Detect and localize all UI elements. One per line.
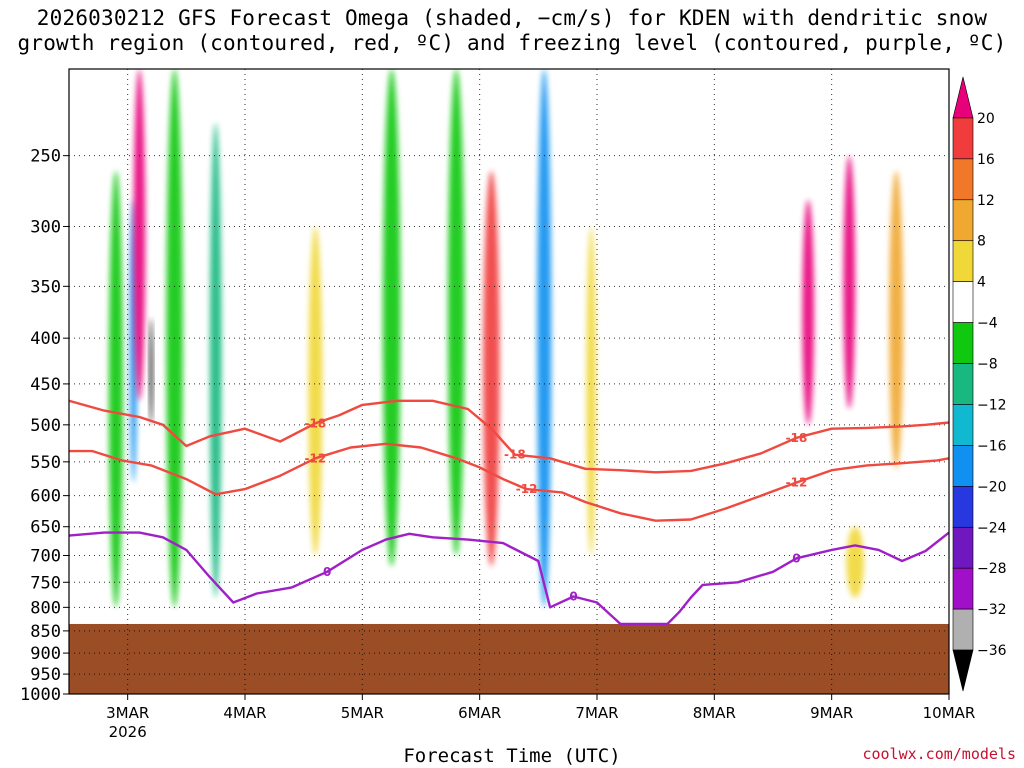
colorbar-label: 8 [977, 234, 986, 250]
omega-cell-11 [586, 226, 596, 556]
colorbar-cap-top [952, 76, 974, 119]
y-tick-label: 550 [30, 453, 61, 473]
colorbar-swatch [952, 567, 974, 610]
colorbar-label: −16 [977, 438, 1007, 454]
terrain-fill [69, 623, 949, 694]
contour-label: -18 [305, 416, 327, 430]
contour-label: -12 [516, 482, 538, 496]
colorbar-label: 20 [977, 111, 995, 127]
y-tick-label: 350 [30, 277, 61, 297]
colorbar-swatch [952, 526, 974, 569]
x-tick-label: 10MAR [923, 704, 976, 722]
y-tick-label: 300 [30, 217, 61, 237]
colorbar: 20 16 12 8 4 −4 −8 −12 −16 −20 −24 −28 −32 −36 [952, 76, 1007, 692]
y-tick-label: 950 [30, 665, 61, 685]
colorbar-swatch [952, 158, 974, 201]
colorbar-label: −24 [977, 520, 1007, 536]
colorbar-swatch [952, 240, 974, 282]
y-tick-label: 900 [30, 644, 61, 664]
colorbar-swatch [952, 404, 974, 446]
colorbar-label: 12 [977, 193, 995, 209]
x-tick-label: 3MAR [106, 704, 149, 722]
colorbar-swatch [952, 486, 974, 528]
colorbar-label: −20 [977, 479, 1007, 495]
colorbar-label: −12 [977, 397, 1007, 413]
colorbar-label: 4 [977, 275, 986, 291]
colorbar-swatch [952, 363, 974, 405]
colorbar-label: −8 [977, 357, 998, 373]
omega-cell-3 [149, 318, 153, 425]
colorbar-swatch [952, 117, 974, 160]
omega-cell-2 [133, 69, 146, 401]
contour-label: -12 [786, 475, 808, 489]
omega-cell-6 [308, 226, 323, 556]
colorbar-label: 16 [977, 152, 995, 168]
x-tick-label: 4MAR [223, 704, 266, 722]
colorbar-label: −28 [977, 561, 1007, 577]
x-axis-label: Forecast Time (UTC) [403, 745, 621, 767]
omega-cell-0 [108, 170, 123, 608]
chart-title-line2: growth region (contoured, red, ºC) and f… [17, 31, 1007, 55]
y-tick-label: 850 [30, 622, 61, 642]
contour-label: -18 [504, 448, 526, 462]
contour-line-2 [69, 531, 949, 626]
y-tick-label: 800 [30, 598, 61, 618]
chart-title-line1: 2026030212 GFS Forecast Omega (shaded, −… [36, 6, 988, 30]
colorbar-label: −36 [977, 643, 1007, 659]
colorbar-cap-bottom [952, 649, 974, 692]
colorbar-swatch [952, 199, 974, 242]
x-tick-label: 5MAR [341, 704, 384, 722]
omega-cell-15 [846, 526, 864, 598]
y-tick-label: 650 [30, 518, 61, 538]
y-tick-label: 1000 [20, 685, 61, 705]
contour-line-1 [69, 442, 949, 522]
contour-label: 0 [792, 551, 800, 565]
colorbar-swatch [952, 608, 974, 651]
omega-cell-9 [483, 170, 500, 567]
plot-area [69, 69, 949, 694]
y-tick-label: 500 [30, 416, 61, 436]
y-tick-label: 700 [30, 546, 61, 566]
omega-cell-13 [843, 155, 856, 409]
colorbar-label: −32 [977, 602, 1007, 618]
credit-link[interactable]: coolwx.com/models [862, 745, 1016, 763]
y-tick-label: 600 [30, 487, 61, 507]
x-tick-label: 6MAR [458, 704, 501, 722]
y-tick-label: 450 [30, 375, 61, 395]
x-tick-sublabel: 2026 [109, 723, 147, 741]
y-tick-label: 750 [30, 573, 61, 593]
contour-label: -12 [305, 451, 327, 465]
y-tick-label: 250 [30, 147, 61, 167]
omega-cell-8 [447, 69, 465, 556]
plot-border [68, 68, 950, 695]
omega-cell-14 [889, 170, 904, 469]
omega-cell-7 [382, 69, 401, 567]
colorbar-swatch [952, 322, 974, 364]
contour-line-0 [69, 399, 949, 474]
y-tick-label: 400 [30, 329, 61, 349]
contour-label: -18 [786, 431, 808, 445]
contour-label: 0 [569, 590, 577, 604]
colorbar-swatch [952, 281, 974, 323]
x-tick-label: 8MAR [693, 704, 736, 722]
x-tick-label: 9MAR [810, 704, 853, 722]
omega-cell-5 [209, 123, 222, 598]
colorbar-swatch [952, 445, 974, 487]
x-tick-label: 7MAR [575, 704, 618, 722]
contour-label: 0 [323, 565, 331, 579]
omega-cell-12 [802, 199, 815, 425]
colorbar-label: −4 [977, 316, 998, 332]
